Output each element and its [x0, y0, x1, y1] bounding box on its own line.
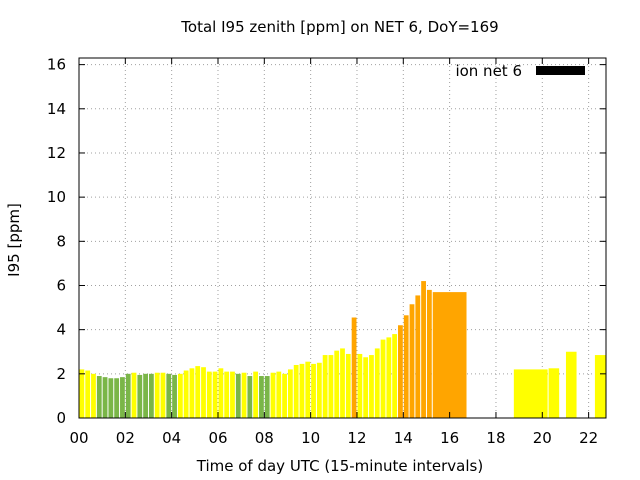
bar: [311, 363, 316, 418]
x-tick-label: 22: [579, 429, 598, 447]
bar: [409, 304, 415, 418]
bar: [166, 373, 172, 418]
bar: [322, 355, 328, 418]
bar: [340, 348, 345, 418]
bar: [241, 372, 247, 418]
grid-lines: [79, 58, 606, 418]
bar: [96, 376, 102, 418]
bar: [351, 317, 357, 418]
x-tick-label: 20: [533, 429, 552, 447]
bar: [79, 369, 85, 418]
x-tick-label: 00: [69, 429, 88, 447]
y-axis-label: I95 [ppm]: [5, 203, 23, 277]
y-tick-label: 4: [56, 321, 66, 339]
x-tick-label: 16: [440, 429, 459, 447]
bar: [565, 351, 577, 418]
bar: [432, 292, 467, 418]
y-tick-label: 14: [47, 100, 66, 118]
bar: [102, 377, 108, 418]
legend: ion net 6: [455, 62, 585, 80]
bar: [91, 373, 96, 418]
y-tick-label: 0: [56, 409, 66, 427]
bar: [415, 295, 421, 418]
bar: [316, 362, 322, 418]
bar: [357, 353, 363, 418]
bar: [224, 371, 230, 418]
bar: [392, 334, 398, 418]
x-tick-label: 02: [116, 429, 135, 447]
bar: [154, 372, 160, 418]
bar: [137, 374, 143, 418]
x-axis-label: Time of day UTC (15-minute intervals): [196, 457, 483, 475]
bar: [148, 373, 154, 418]
bar: [548, 368, 560, 418]
bar: [264, 376, 270, 418]
bar: [253, 371, 259, 418]
bar: [85, 370, 91, 418]
chart-title: Total I95 zenith [ppm] on NET 6, DoY=169: [180, 18, 498, 36]
x-tick-label: 04: [162, 429, 181, 447]
bar: [206, 371, 212, 418]
bar: [426, 289, 432, 418]
bar: [345, 353, 351, 418]
bar: [183, 370, 189, 418]
bar: [513, 369, 548, 418]
y-tick-label: 6: [56, 276, 66, 294]
bar: [189, 368, 195, 418]
bar: [328, 355, 334, 418]
bar: [120, 377, 125, 418]
bar: [299, 363, 305, 418]
bars-group: [79, 281, 606, 418]
bar: [259, 376, 264, 418]
x-tick-label: 10: [301, 429, 320, 447]
bar: [108, 378, 114, 418]
x-tick-label: 18: [486, 429, 505, 447]
bar: [363, 357, 369, 418]
bar: [235, 373, 241, 418]
legend-swatch: [536, 66, 585, 75]
x-tick-label: 12: [347, 429, 366, 447]
bar: [131, 372, 137, 418]
bar: [270, 372, 276, 418]
bar: [403, 315, 409, 418]
y-tick-label: 16: [47, 56, 66, 74]
bar: [160, 372, 166, 418]
legend-label: ion net 6: [455, 62, 522, 80]
bar: [421, 281, 426, 418]
bar: [386, 337, 392, 418]
bar: [334, 350, 340, 418]
bar: [195, 366, 201, 418]
x-tick-label: 06: [208, 429, 227, 447]
bar: [177, 373, 183, 418]
x-axis-ticks: 00 02 04 06 08 10 12 14 16 18 20 22: [69, 58, 598, 447]
bar: [114, 378, 120, 418]
bar: [143, 373, 148, 418]
bar: [172, 374, 177, 418]
bar: [293, 364, 299, 418]
bar: [201, 367, 206, 418]
bar: [212, 371, 218, 418]
bar: [282, 373, 287, 418]
plot-frame: [78, 57, 607, 419]
bar: [247, 376, 253, 418]
bar: [276, 371, 282, 418]
bar: [398, 325, 403, 418]
x-tick-label: 14: [394, 429, 413, 447]
bar: [374, 348, 380, 418]
bar: [125, 373, 131, 418]
bar: [230, 371, 235, 418]
bar: [594, 355, 606, 418]
bar: [305, 361, 311, 418]
y-axis-ticks: 0 2 4 6 8 10 12 14 16: [47, 56, 606, 427]
y-tick-label: 2: [56, 365, 66, 383]
y-tick-label: 12: [47, 144, 66, 162]
bar: [380, 339, 386, 418]
y-tick-label: 10: [47, 188, 66, 206]
y-tick-label: 8: [56, 232, 66, 250]
bar: [218, 368, 224, 418]
x-tick-label: 08: [255, 429, 274, 447]
bar: [287, 369, 293, 418]
bar: [369, 355, 374, 418]
